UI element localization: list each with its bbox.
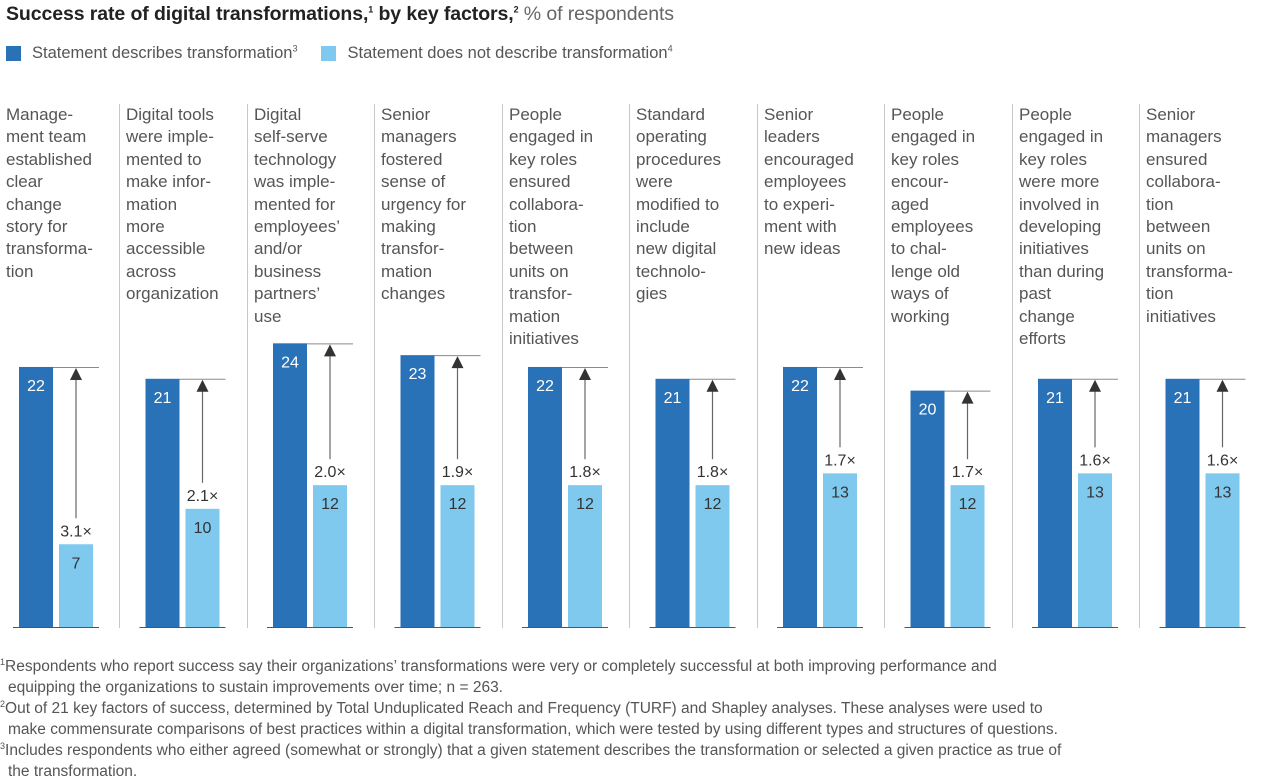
value-label-describes: 20 [919,402,937,419]
group-divider [1012,104,1013,628]
bar-describes [1038,378,1072,627]
value-label-describes: 23 [409,366,427,383]
value-label-describes: 22 [27,378,45,395]
multiplier-label: 1.7× [824,452,856,469]
bar-not-describes [1205,473,1240,627]
category-label: People engaged in key roles were more in… [1019,105,1105,349]
bar-not-describes [823,473,857,627]
arrow-head-icon [1089,379,1101,392]
value-label-not-describes: 13 [1086,484,1104,501]
value-label-describes: 24 [281,354,299,371]
value-label-not-describes: 12 [704,496,722,513]
value-label-not-describes: 12 [321,496,339,513]
category-label: Digital tools were imple- mented to make… [126,105,219,304]
category-label: Senior managers ensured collabora- tion … [1146,105,1233,326]
bar-describes [400,355,435,627]
value-label-not-describes: 10 [194,520,212,537]
category-label: Senior managers fostered sense of urgenc… [381,105,467,304]
legend: Statement describes transformation3 Stat… [6,44,697,63]
value-label-describes: 21 [1174,390,1192,407]
arrow-head-icon [834,367,846,380]
category-label: Digital self-serve technology was imple-… [254,105,340,326]
legend-item-not-describes: Statement does not describe transformati… [321,43,673,63]
footnote-1: 1Respondents who report success say thei… [0,656,997,696]
bar-describes [1165,378,1200,627]
bar-describes [528,366,562,627]
value-label-not-describes: 13 [831,484,849,501]
category-label: People engaged in key roles encour- aged… [891,105,976,326]
group-divider [884,104,885,628]
bar-describes [19,366,53,627]
arrow-head-icon [1216,379,1229,392]
bar-describes [655,378,690,627]
arrow-head-icon [70,367,82,380]
value-label-not-describes: 12 [576,496,594,513]
multiplier-label: 3.1× [60,523,92,540]
legend-item-describes: Statement describes transformation3 [6,44,297,63]
bar-describes [273,343,307,627]
multiplier-label: 1.6× [1207,452,1239,469]
category-label: Manage- ment team established clear chan… [6,105,93,281]
multiplier-label: 1.6× [1079,452,1111,469]
legend-swatch-not-describes [321,46,337,61]
arrow-head-icon [324,344,336,357]
group-divider [119,104,120,628]
bar-describes [145,378,180,627]
value-label-describes: 21 [1046,390,1064,407]
category-label: Standard operating procedures were modif… [636,105,722,304]
chart-svg: 3.1× 22 7 2.1× 21 10 2.0× 24 12 1.9× 23 12 1.8× 22 12 1… [13,343,1246,628]
chart-title: Success rate of digital transformations,… [6,3,674,26]
group-divider [629,104,630,628]
value-label-describes: 21 [664,390,682,407]
legend-swatch-describes [6,46,21,61]
value-label-describes: 21 [154,390,172,407]
multiplier-label: 2.1× [187,488,219,505]
arrow-head-icon [706,379,719,392]
multiplier-label: 1.8× [697,464,729,481]
category-label: People engaged in key roles ensured coll… [509,105,594,349]
value-label-not-describes: 12 [449,496,467,513]
multiplier-label: 2.0× [314,464,346,481]
arrow-head-icon [451,356,464,369]
bar-not-describes [568,485,602,627]
group-divider [247,104,248,628]
value-label-describes: 22 [791,378,809,395]
legend-label-not-describes: Statement does not describe transformati… [347,43,673,62]
arrow-head-icon [196,379,209,392]
multiplier-label: 1.9× [442,464,474,481]
category-label: Senior leaders encouraged employees to e… [764,105,854,259]
group-divider [1139,104,1140,628]
bar-describes [783,366,817,627]
bar-not-describes [440,485,475,627]
arrow-head-icon [579,367,591,380]
value-label-describes: 22 [536,378,554,395]
bar-not-describes [185,508,220,627]
group-divider [374,104,375,628]
multiplier-label: 1.8× [569,464,601,481]
arrow-head-icon [961,391,974,404]
value-label-not-describes: 7 [72,555,81,572]
group-divider [757,104,758,628]
group-divider [502,104,503,628]
footnotes: 1Respondents who report success say thei… [0,656,1281,782]
value-label-not-describes: 13 [1214,484,1232,501]
multiplier-label: 1.7× [952,464,984,481]
bar-describes [910,390,945,627]
bar-not-describes [313,485,347,627]
legend-label-describes: Statement describes transformation3 [32,43,298,62]
bar-not-describes [950,485,985,627]
footnote-2: 2Out of 21 key factors of success, deter… [0,698,1058,738]
bar-not-describes [695,485,730,627]
bar-chart: 3.1× 22 7 2.1× 21 10 2.0× 24 12 1.9× 23 12 1.8× 22 12 1… [6,104,1246,628]
value-label-not-describes: 12 [959,496,977,513]
bar-not-describes [59,544,93,627]
footnote-3: 3Includes respondents who either agreed … [0,740,1062,780]
title-main: Success rate of digital transformations,… [6,3,519,25]
title-unit: % of respondents [518,3,674,25]
bar-not-describes [1078,473,1112,627]
